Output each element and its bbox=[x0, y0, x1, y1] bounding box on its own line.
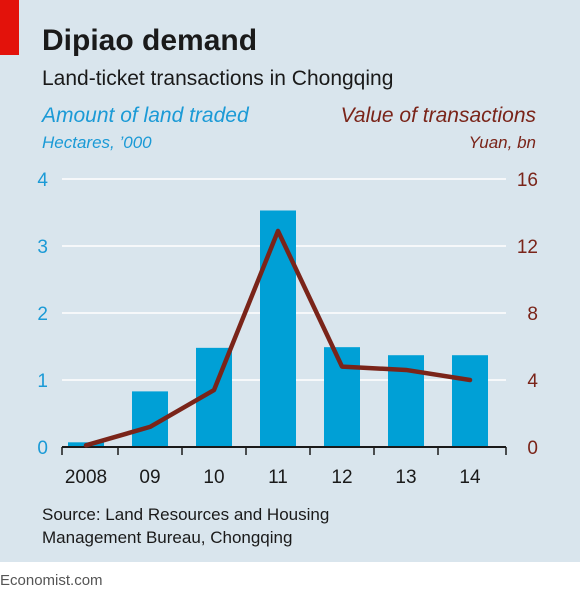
right-tick-label: 16 bbox=[517, 170, 538, 191]
footer-brand: Economist.com bbox=[0, 572, 103, 589]
left-tick-label: 0 bbox=[37, 438, 48, 459]
source-line-2: Management Bureau, Chongqing bbox=[42, 528, 293, 547]
x-tick-label: 11 bbox=[268, 467, 288, 488]
x-tick-label: 14 bbox=[459, 467, 481, 488]
right-tick-label: 4 bbox=[527, 371, 538, 392]
bar bbox=[452, 355, 488, 447]
x-tick-label: 2008 bbox=[65, 467, 107, 488]
x-tick-label: 09 bbox=[139, 467, 160, 488]
left-axis-unit: Hectares, ’000 bbox=[42, 133, 152, 152]
x-tick-label: 10 bbox=[203, 467, 224, 488]
right-tick-label: 0 bbox=[527, 438, 538, 459]
x-tick-label: 13 bbox=[395, 467, 416, 488]
source-line-1: Source: Land Resources and Housing bbox=[42, 505, 330, 524]
bar bbox=[260, 210, 296, 447]
x-tick-label: 12 bbox=[331, 467, 352, 488]
source-note: Source: Land Resources and Housing Manag… bbox=[42, 503, 422, 549]
chart-subtitle: Land-ticket transactions in Chongqing bbox=[42, 67, 394, 90]
left-tick-label: 3 bbox=[37, 237, 48, 258]
right-tick-label: 8 bbox=[527, 304, 538, 325]
brand-red-tag bbox=[0, 0, 19, 55]
value-line bbox=[83, 228, 473, 448]
right-axis-unit: Yuan, bn bbox=[468, 133, 536, 152]
chart-title: Dipiao demand bbox=[42, 24, 258, 57]
left-axis-label: Amount of land traded bbox=[42, 104, 249, 127]
right-tick-label: 12 bbox=[517, 237, 538, 258]
left-tick-label: 1 bbox=[37, 371, 48, 392]
right-axis-label: Value of transactions bbox=[340, 104, 536, 127]
left-tick-label: 4 bbox=[37, 170, 48, 191]
left-tick-label: 2 bbox=[37, 304, 48, 325]
